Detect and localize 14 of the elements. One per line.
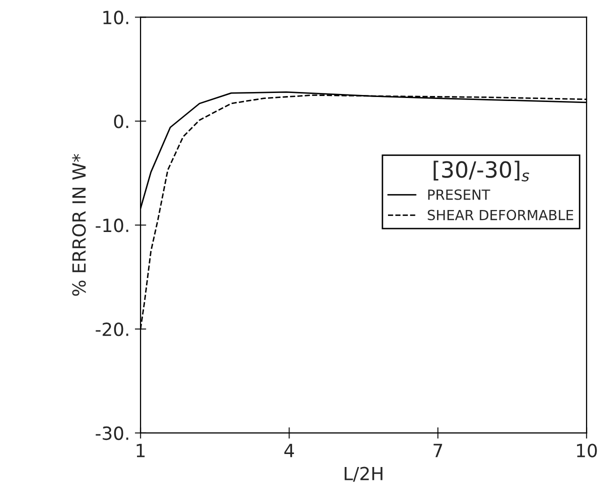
x-tick-label: 4 <box>284 444 294 458</box>
y-tick-label: -10. <box>96 218 128 232</box>
legend-title: [30/-30]$_{s}$ <box>434 160 530 182</box>
y-axis-title: % ERROR IN W* <box>72 154 86 296</box>
x-tick-label: 10 <box>577 444 597 458</box>
y-tick-label: 0. <box>114 114 128 128</box>
legend-label: PRESENT <box>428 189 490 200</box>
x-axis-title: L/2H <box>344 466 382 482</box>
y-tick-label: -20. <box>96 322 128 336</box>
legend-label: SHEAR DEFORMABLE <box>428 210 574 220</box>
y-tick-label: -30. <box>96 426 128 440</box>
x-tick-label: 1 <box>136 444 145 458</box>
y-tick-label: 10. <box>103 10 128 24</box>
x-tick-label: 7 <box>434 444 442 458</box>
